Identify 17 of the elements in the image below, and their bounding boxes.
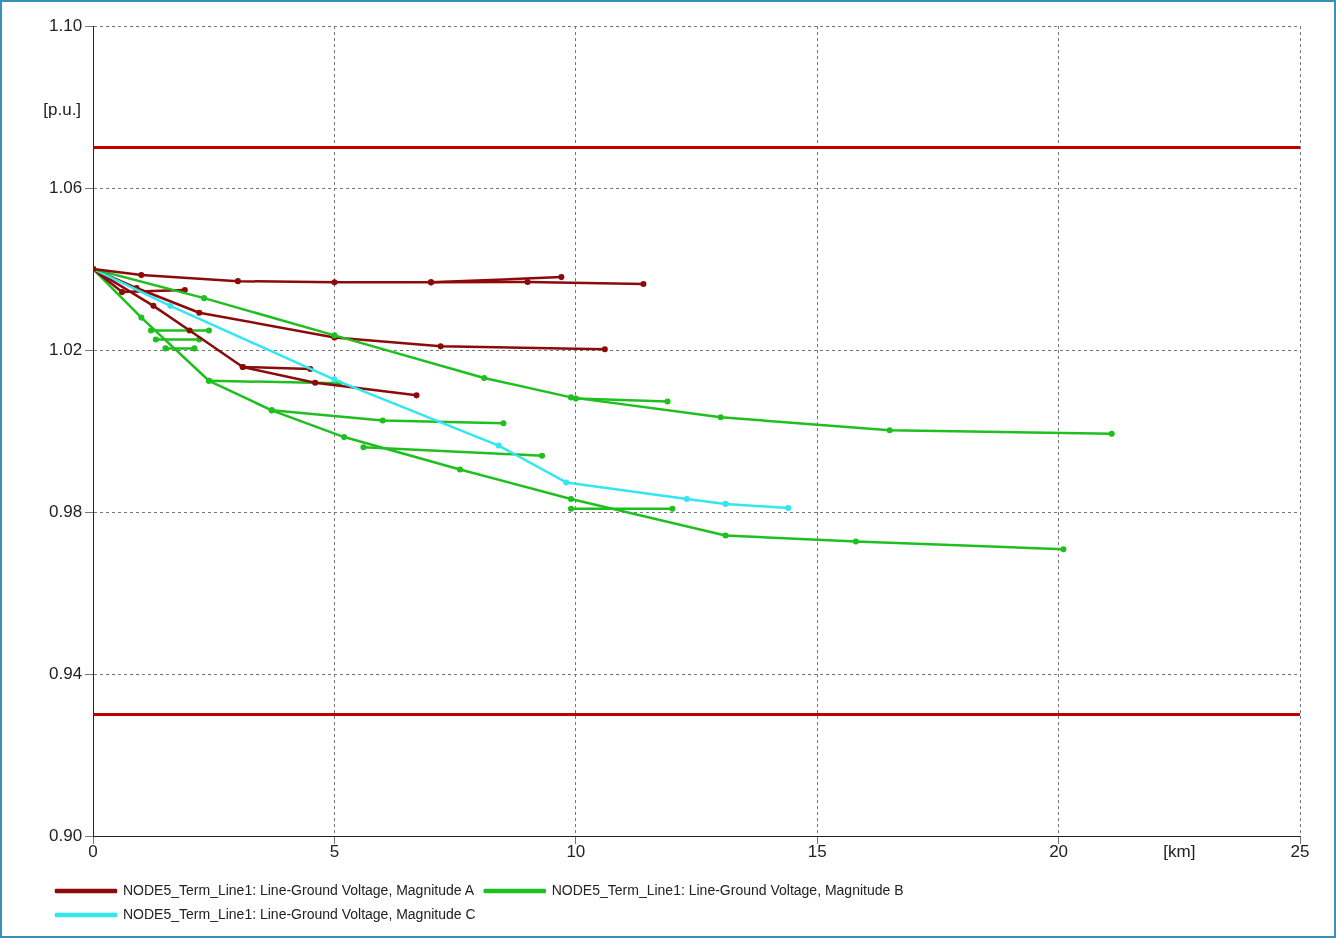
y-tick-label: 0.98 — [48, 501, 83, 521]
x-tick-label: 5 — [329, 842, 340, 862]
y-tick-label: 1.02 — [48, 339, 83, 359]
y-axis-title: [p.u.] — [43, 99, 82, 119]
legend-label: NODE5_Term_Line1: Line-Ground Voltage, Magnitude A — [123, 881, 475, 898]
x-axis-title: [km] — [1163, 842, 1196, 862]
legend-label: NODE5_Term_Line1: Line-Ground Voltage, Magnitude B — [551, 881, 904, 898]
x-tick-label: 25 — [1290, 842, 1310, 862]
x-tick-label: 0 — [88, 842, 98, 862]
x-tick-label: 10 — [566, 842, 586, 862]
x-tick-label: 20 — [1049, 842, 1069, 862]
y-tick-label: 0.90 — [48, 825, 83, 845]
x-tick-label: 15 — [807, 842, 827, 862]
legend-label: NODE5_Term_Line1: Line-Ground Voltage, Magnitude C — [123, 905, 476, 922]
y-tick-label: 1.06 — [48, 177, 83, 197]
y-tick-label: 1.10 — [48, 15, 83, 35]
y-tick-label: 0.94 — [48, 663, 83, 683]
